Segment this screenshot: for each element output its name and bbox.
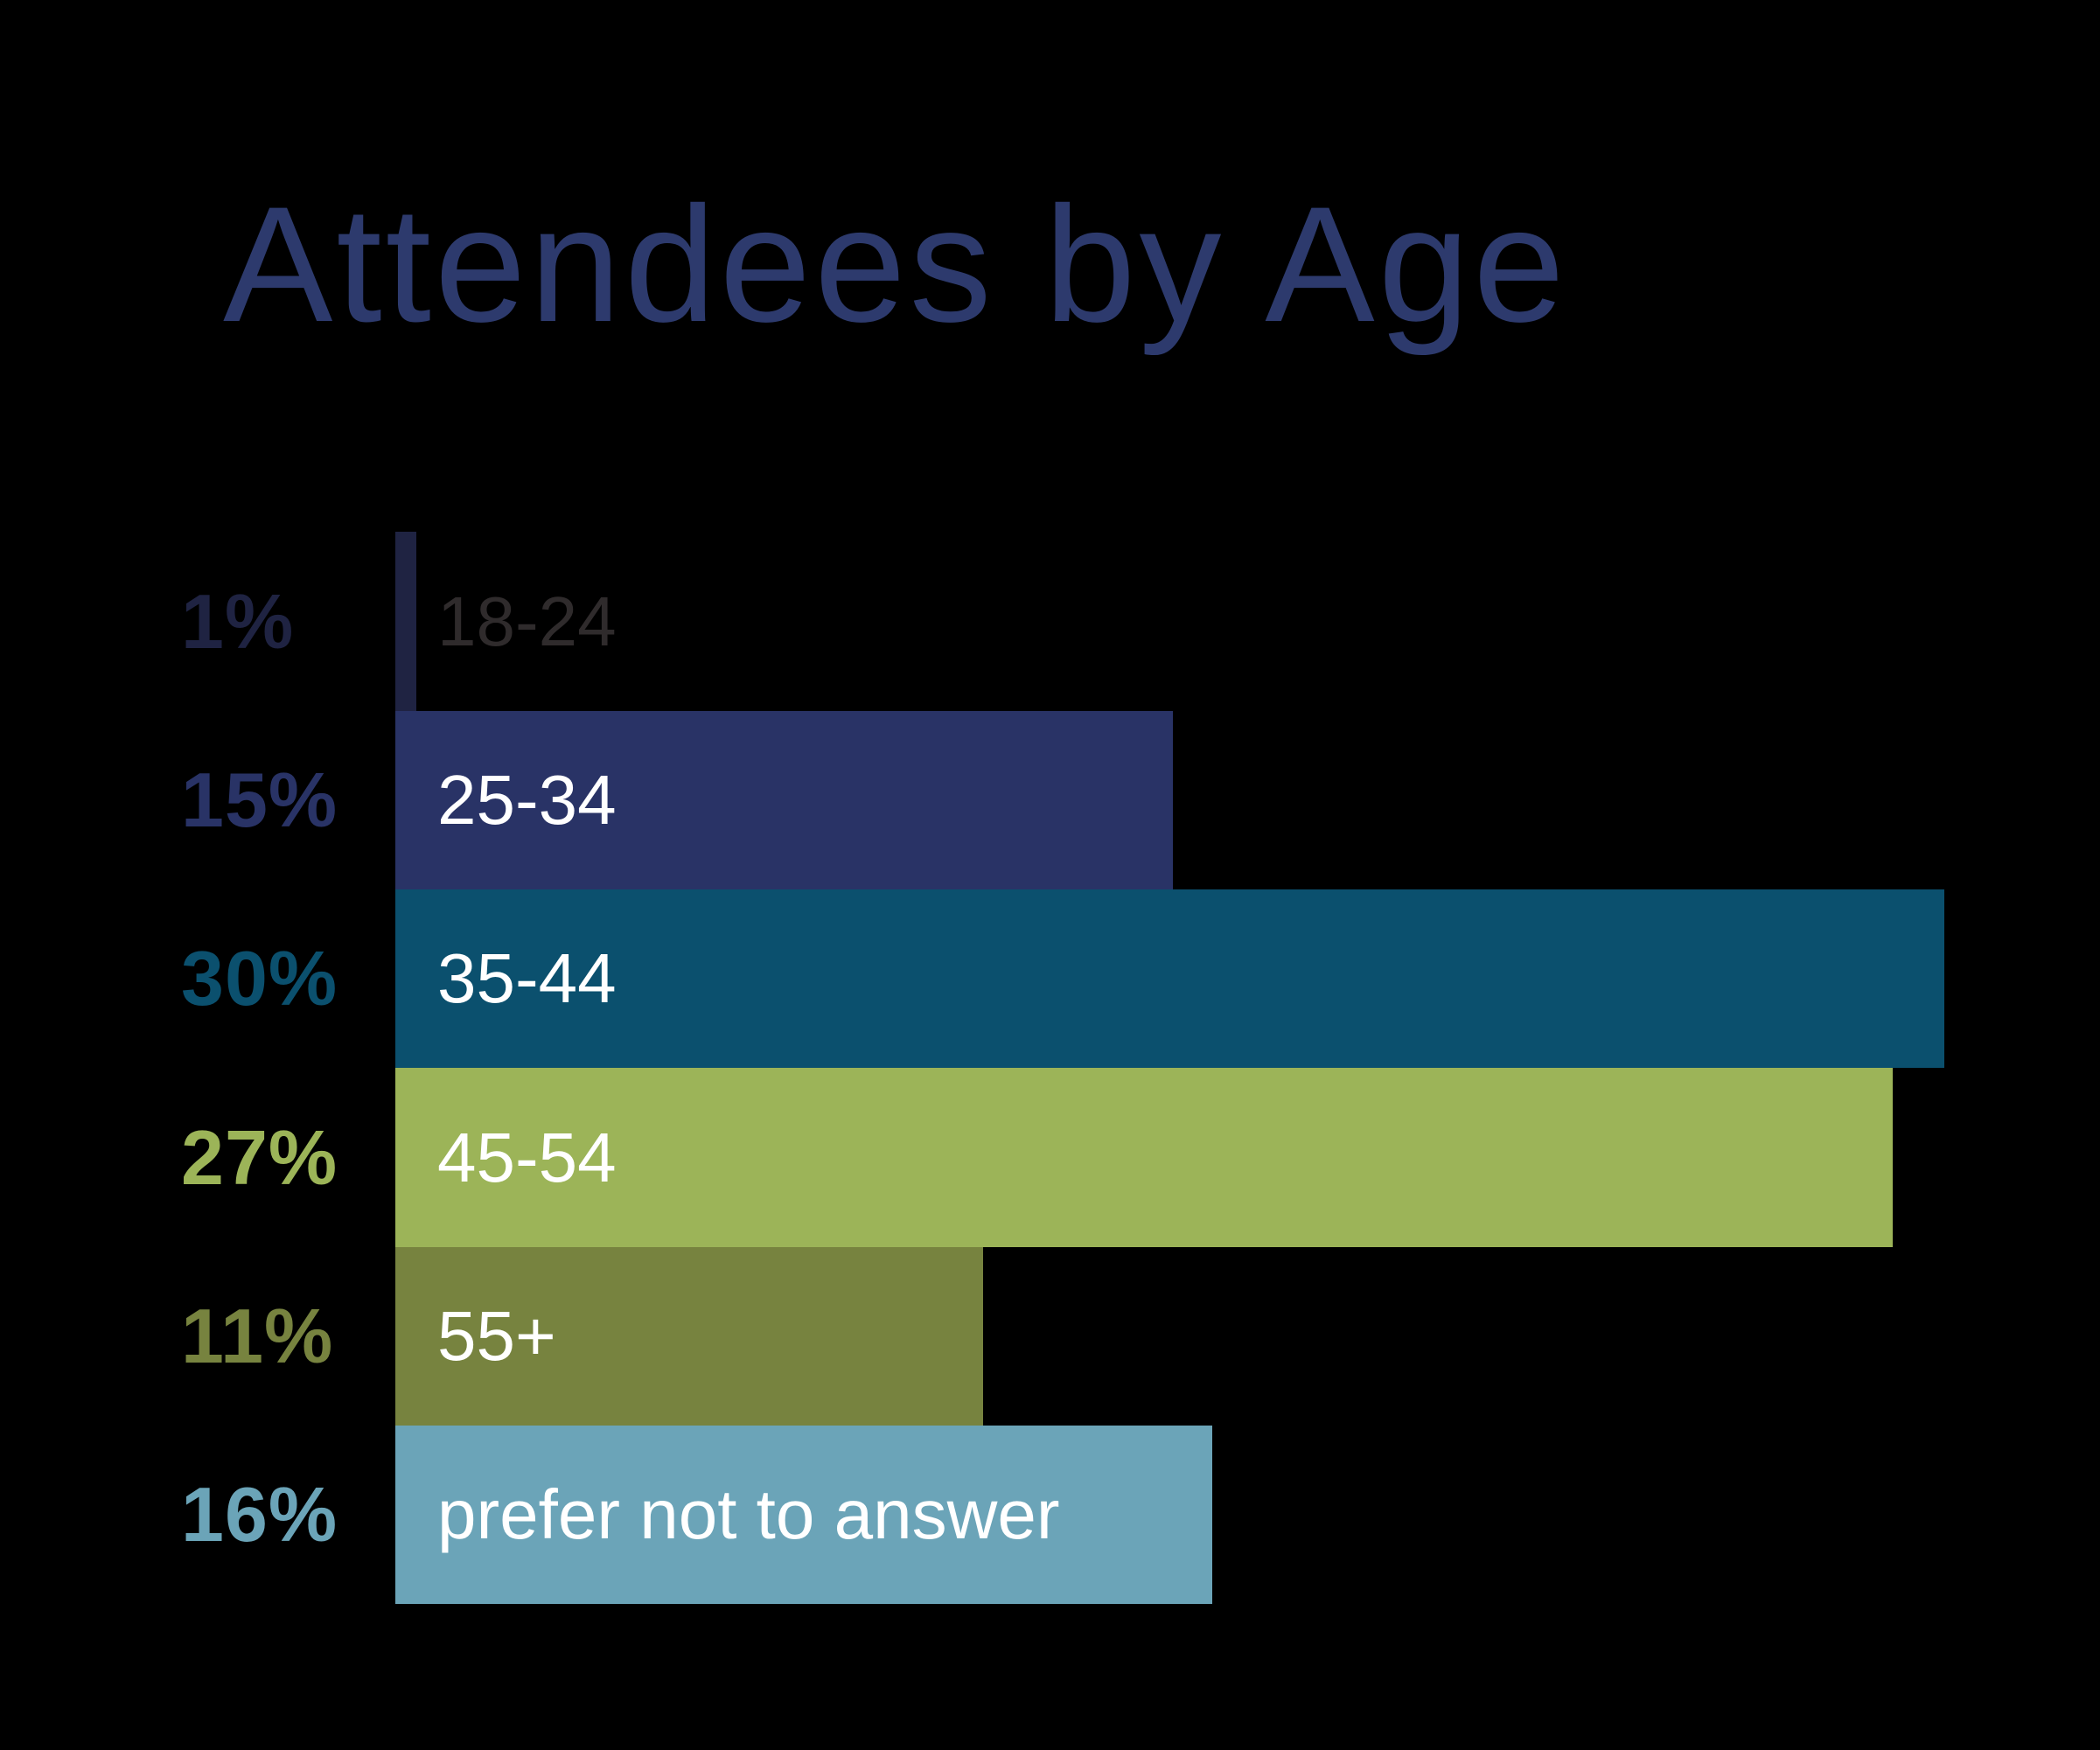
category-label-35-44: 35-44 [437,939,617,1017]
bar-row-35-44: 30% 35-44 [0,889,2100,1068]
bar-18-24 [395,532,416,711]
category-label-25-34: 25-34 [437,761,617,839]
bar-row-prefer-not-to-answer: 16% prefer not to answer [0,1426,2100,1604]
category-label-18-24: 18-24 [437,582,617,660]
chart-title: Attendees by Age [223,172,1568,356]
pct-label-18-24: 1% [181,577,295,665]
category-label-45-54: 45-54 [437,1118,617,1196]
pct-label-prefer-not-to-answer: 16% [181,1471,338,1558]
bar-25-34 [395,711,1173,889]
pct-label-55-plus: 11% [181,1293,334,1379]
bar-35-44 [395,889,1944,1068]
category-label-prefer-not-to-answer: prefer not to answer [437,1475,1060,1553]
pct-label-35-44: 30% [181,935,338,1021]
bar-row-25-34: 15% 25-34 [0,711,2100,889]
bar-row-45-54: 27% 45-54 [0,1068,2100,1247]
pct-label-45-54: 27% [181,1113,338,1201]
bar-row-55-plus: 11% 55+ [0,1247,2100,1426]
bar-45-54 [395,1068,1893,1247]
bar-55-plus [395,1247,983,1426]
pct-label-25-34: 15% [181,756,338,843]
bar-prefer-not-to-answer [395,1426,1212,1604]
category-label-55-plus: 55+ [437,1297,556,1375]
bar-row-18-24: 1% 18-24 [0,532,2100,711]
